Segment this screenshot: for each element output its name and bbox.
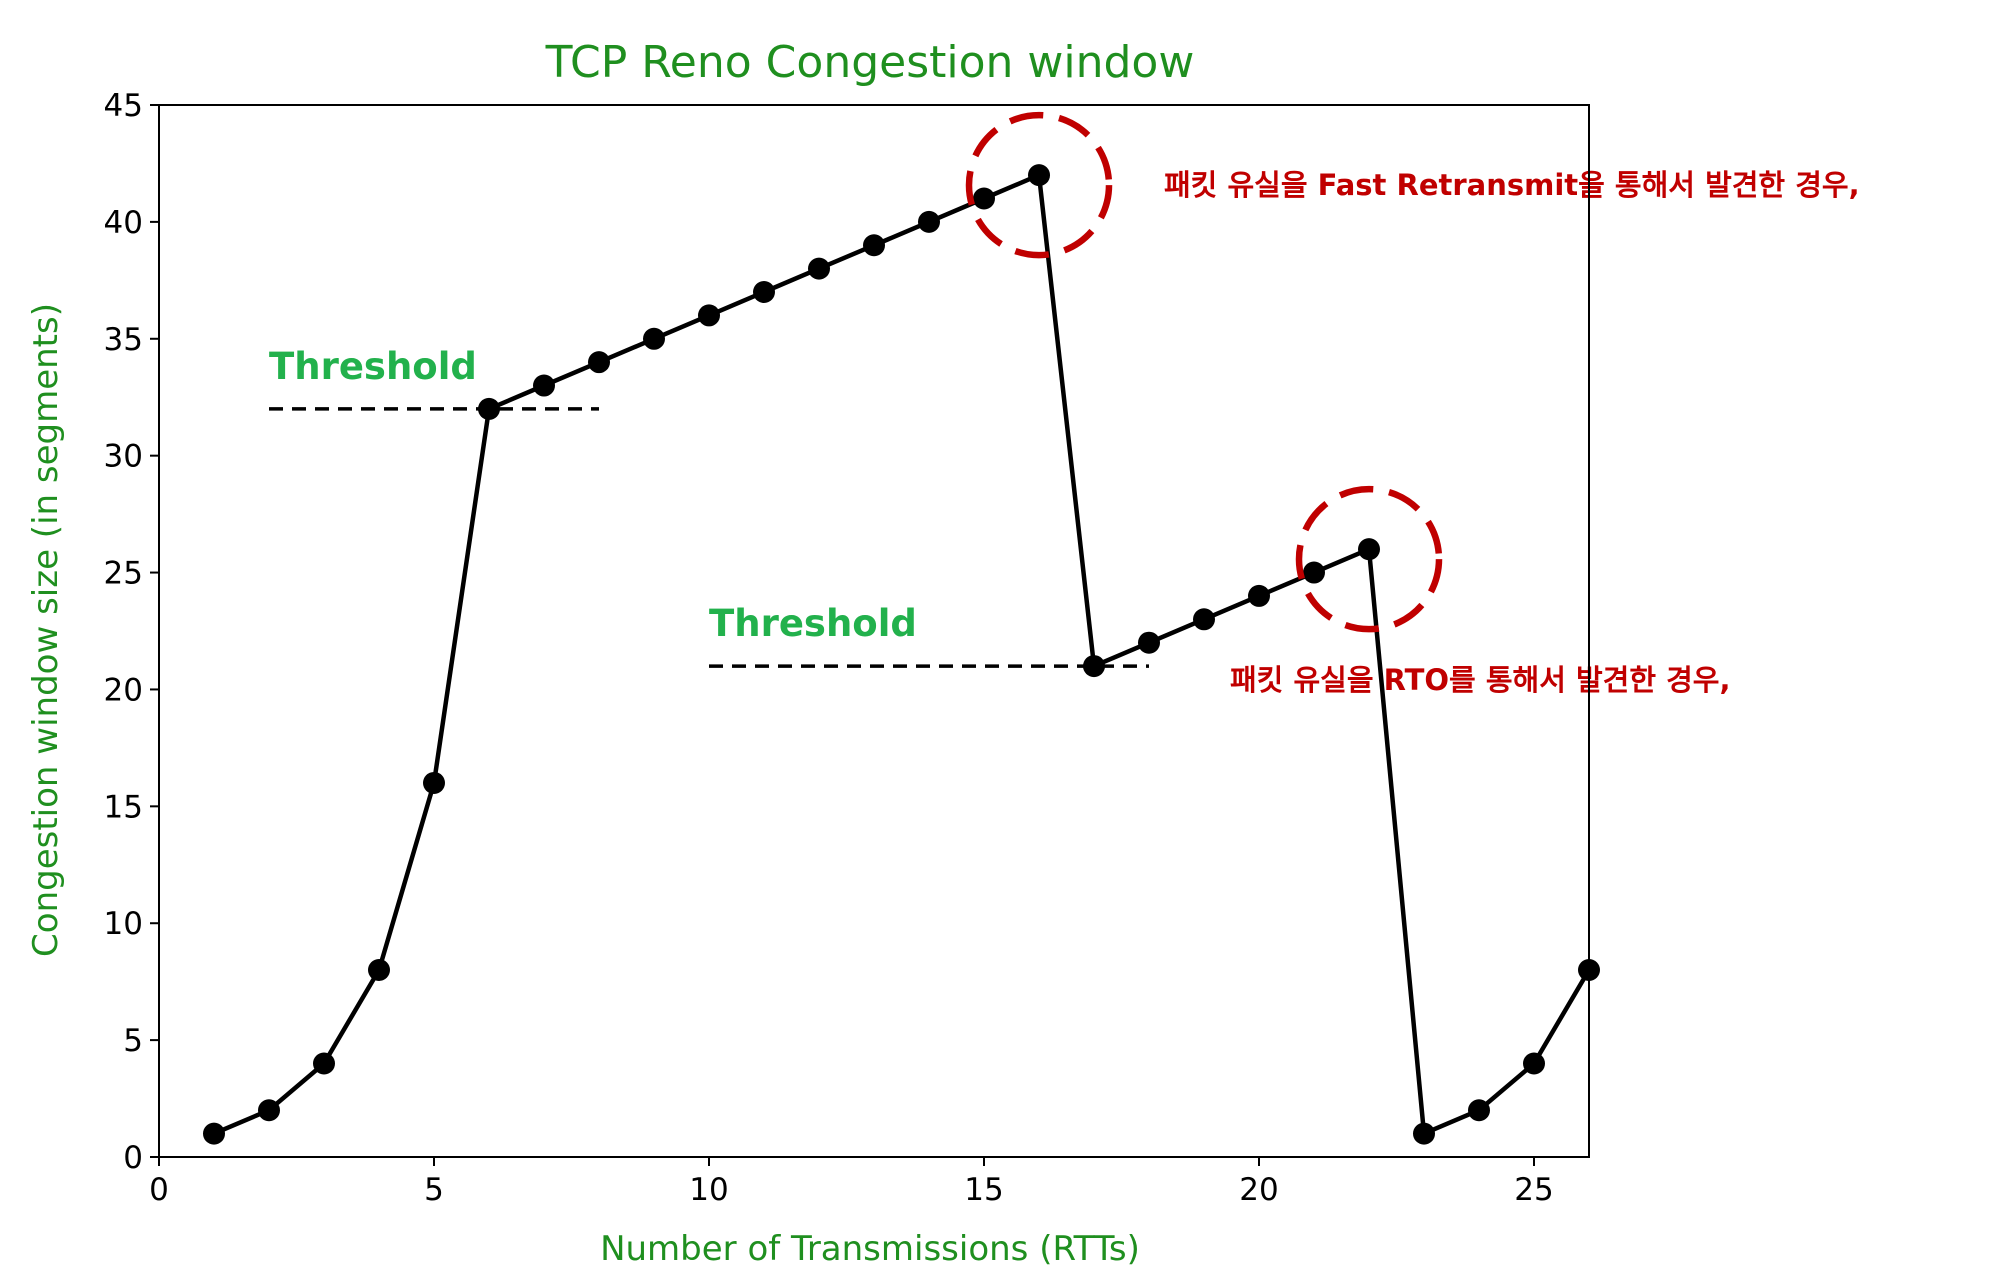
data-point (313, 1052, 335, 1075)
y-tick-label: 30 (104, 439, 143, 475)
y-tick-label: 20 (104, 672, 143, 708)
data-point (1358, 538, 1380, 561)
data-point (863, 234, 885, 257)
y-tick-label: 5 (123, 1023, 143, 1059)
y-tick-label: 40 (104, 205, 143, 241)
data-point (1523, 1052, 1545, 1075)
y-tick-label: 0 (123, 1140, 143, 1176)
y-tick-label: 35 (104, 322, 143, 358)
rto-note: 패킷 유실을 RTO를 통해서 발견한 경우, (1230, 663, 1730, 697)
y-tick-label: 25 (104, 556, 143, 592)
data-point (423, 771, 445, 794)
data-point (1303, 561, 1325, 584)
data-point (1413, 1122, 1435, 1145)
threshold-label: Threshold (709, 602, 917, 645)
data-point (808, 257, 830, 280)
data-point (1138, 631, 1160, 654)
y-tick-label: 45 (104, 88, 143, 124)
data-point (478, 397, 500, 420)
axis-ticks: 0 5 10 15 20 25 0 5 10 15 20 25 30 35 40 45 (104, 88, 1554, 1208)
x-tick-label: 10 (689, 1172, 728, 1208)
data-point (533, 374, 555, 397)
chart-title: TCP Reno Congestion window (545, 37, 1195, 88)
threshold-lines: Threshold Threshold (269, 345, 1149, 668)
x-tick-label: 15 (964, 1172, 1003, 1208)
cwnd-line (213, 172, 1591, 1136)
x-tick-label: 5 (424, 1172, 444, 1208)
data-point (1028, 164, 1050, 187)
x-axis-label: Number of Transmissions (RTTs) (600, 1229, 1140, 1269)
fast-retransmit-note: 패킷 유실을 Fast Retransmit을 통해서 발견한 경우, (1164, 168, 1860, 202)
threshold-label: Threshold (269, 345, 477, 388)
data-point (203, 1122, 225, 1145)
data-point (368, 958, 390, 981)
y-tick-label: 10 (104, 906, 143, 942)
data-point (973, 187, 995, 210)
data-point (643, 327, 665, 350)
x-tick-label: 20 (1239, 1172, 1278, 1208)
data-point (1083, 655, 1105, 678)
y-axis-label: Congestion window size (in segments) (26, 303, 66, 957)
data-point (753, 281, 775, 304)
data-point (258, 1099, 280, 1122)
data-point (1468, 1099, 1490, 1122)
data-point (1248, 584, 1270, 607)
data-point (698, 304, 720, 327)
data-point (918, 210, 940, 233)
plot-frame (158, 104, 1590, 1158)
loss-highlight-circle (965, 111, 1113, 259)
data-point (1193, 608, 1215, 631)
y-tick-label: 15 (104, 789, 143, 825)
x-tick-label: 25 (1514, 1172, 1553, 1208)
x-tick-label: 0 (149, 1172, 169, 1208)
data-series (203, 164, 1600, 1145)
loss-callouts: 패킷 유실을 Fast Retransmit을 통해서 발견한 경우, 패킷 유실… (965, 111, 1860, 697)
loss-highlight-circle (1295, 485, 1443, 633)
data-point (588, 351, 610, 374)
